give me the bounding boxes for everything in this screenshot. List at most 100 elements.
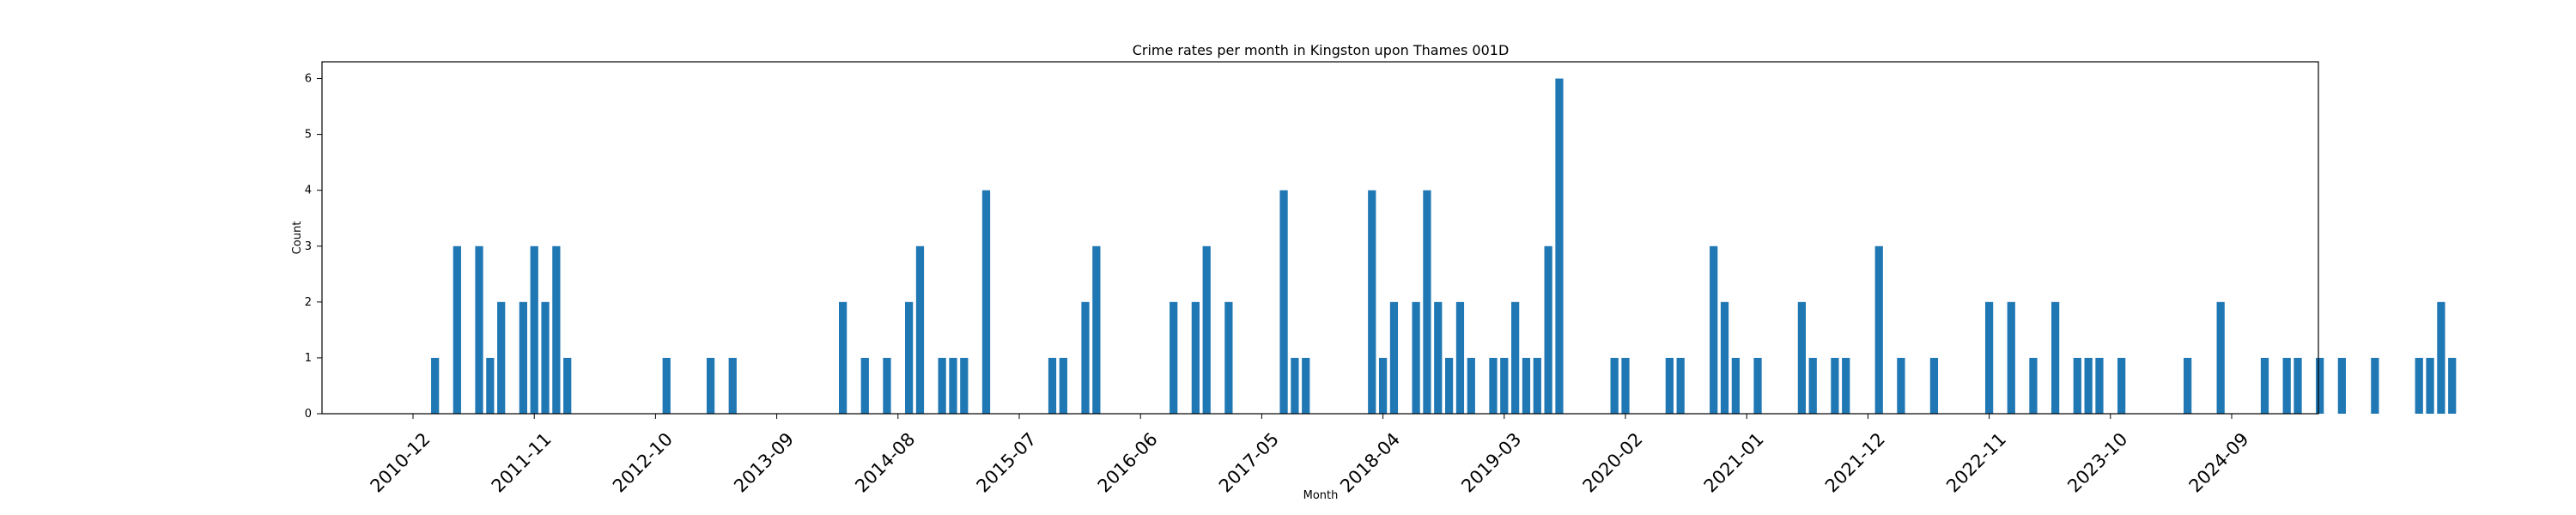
bar-2015-04 [981, 190, 991, 414]
bar-2015-10 [1048, 357, 1057, 414]
chart-title: Crime rates per month in Kingston upon T… [1133, 42, 1510, 58]
bar-2018-10 [1445, 357, 1454, 414]
y-tick-label-5: 5 [305, 129, 312, 142]
bar-2011-12 [541, 301, 550, 414]
bar-2018-03 [1368, 190, 1376, 414]
bar-2011-06 [475, 245, 483, 414]
x-axis-label: Month [1303, 489, 1339, 502]
bar-2019-06 [1533, 357, 1541, 414]
bar-2011-10 [519, 301, 527, 414]
bar-2019-05 [1522, 357, 1531, 414]
y-axis-label: Count [291, 221, 304, 255]
bar-2020-01 [1610, 357, 1619, 414]
bar-2014-12 [938, 357, 946, 414]
bar-2018-09 [1434, 301, 1443, 414]
bar-2022-11 [1984, 301, 1994, 414]
bar-2025-10 [2371, 357, 2379, 414]
bar-2022-01 [1874, 245, 1883, 414]
bar-2020-02 [1621, 357, 1630, 414]
bar-2023-03 [2029, 357, 2038, 414]
bar-2017-09 [1302, 357, 1310, 414]
bar-2020-12 [1731, 357, 1740, 414]
bar-2018-08 [1423, 190, 1431, 414]
bar-2024-12 [2260, 357, 2269, 414]
bar-2016-01 [1081, 301, 1090, 414]
bar-2020-07 [1676, 357, 1685, 414]
bar-2017-07 [1279, 190, 1288, 414]
bar-2014-07 [883, 357, 891, 414]
bar-2019-02 [1489, 357, 1498, 414]
bar-2014-09 [905, 301, 914, 414]
bar-2024-05 [2184, 357, 2192, 414]
bar-2013-03 [706, 357, 715, 414]
bar-2015-11 [1059, 357, 1067, 414]
bar-2021-10 [1842, 357, 1850, 414]
bar-2023-11 [2117, 357, 2126, 414]
bar-2023-05 [2051, 301, 2060, 414]
bar-2022-03 [1897, 357, 1905, 414]
bar-2020-06 [1665, 357, 1674, 414]
bar-2021-09 [1831, 357, 1839, 414]
bar-2019-03 [1500, 357, 1509, 414]
bar-2013-05 [728, 357, 737, 414]
y-tick-label-4: 4 [305, 185, 312, 197]
bar-2016-09 [1170, 301, 1178, 414]
bar-2025-02 [2282, 357, 2291, 414]
bar-2016-02 [1092, 245, 1101, 414]
bar-2026-03 [2426, 357, 2434, 414]
bar-2018-07 [1412, 301, 1420, 414]
y-tick-label-1: 1 [305, 352, 312, 365]
bar-2026-04 [2437, 301, 2445, 414]
bar-2020-11 [1720, 301, 1729, 414]
bar-2018-11 [1455, 301, 1465, 414]
bar-2011-04 [453, 245, 461, 414]
bar-2012-11 [662, 357, 671, 414]
bar-2026-05 [2448, 357, 2457, 414]
bar-2015-01 [949, 357, 957, 414]
bar-2018-04 [1378, 357, 1388, 414]
y-axis: 0 1 2 3 4 5 6 [305, 73, 322, 421]
bar-2025-05 [2316, 357, 2324, 414]
bar-2019-08 [1555, 78, 1564, 415]
bar-2011-07 [486, 357, 495, 414]
bar-2020-10 [1710, 245, 1718, 414]
plot-frame [321, 61, 2319, 415]
bar-2023-07 [2073, 357, 2081, 414]
bar-2012-01 [552, 245, 561, 414]
bar-2023-09 [2095, 357, 2104, 414]
bar-2023-08 [2084, 357, 2093, 414]
bar-2014-05 [860, 357, 869, 414]
bar-2018-05 [1389, 301, 1399, 414]
bar-2011-02 [431, 357, 440, 414]
y-tick-label-0: 0 [305, 408, 312, 421]
y-tick-label-6: 6 [305, 73, 312, 86]
bar-2025-03 [2293, 357, 2302, 414]
bar-2011-11 [530, 245, 538, 414]
bar-2017-08 [1291, 357, 1299, 414]
bar-2021-07 [1808, 357, 1817, 414]
bar-2019-04 [1511, 301, 1520, 414]
bars-layer [431, 78, 2457, 415]
bar-2011-08 [497, 301, 506, 414]
bar-2016-12 [1202, 245, 1211, 414]
bar-2021-02 [1753, 357, 1762, 414]
bar-2015-02 [960, 357, 969, 414]
y-tick-label-3: 3 [305, 240, 312, 253]
bar-2023-01 [2007, 301, 2015, 414]
bar-2017-02 [1224, 301, 1233, 414]
bar-2016-11 [1191, 301, 1200, 414]
bar-2019-07 [1544, 245, 1552, 414]
bar-2012-02 [563, 357, 572, 414]
bar-2018-12 [1467, 357, 1475, 414]
bar-2022-06 [1929, 357, 1939, 414]
y-tick-label-2: 2 [305, 296, 312, 309]
bar-2014-03 [839, 301, 848, 414]
bar-2024-08 [2216, 301, 2225, 414]
bar-2025-07 [2337, 357, 2346, 414]
bar-2014-10 [915, 245, 925, 414]
bar-2021-06 [1797, 301, 1806, 414]
bar-2026-02 [2415, 357, 2423, 414]
